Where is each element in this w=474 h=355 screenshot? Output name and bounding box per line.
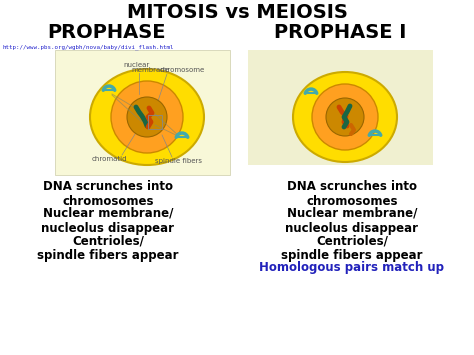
Text: spindle fibers: spindle fibers <box>155 158 202 164</box>
Text: PROPHASE: PROPHASE <box>48 23 166 42</box>
Text: Centrioles/
spindle fibers appear: Centrioles/ spindle fibers appear <box>281 234 423 262</box>
FancyBboxPatch shape <box>248 50 433 165</box>
Circle shape <box>312 84 378 150</box>
Text: PROPHASE I: PROPHASE I <box>274 23 406 42</box>
Text: Centrioles/
spindle fibers appear: Centrioles/ spindle fibers appear <box>37 234 179 262</box>
Text: membrane: membrane <box>131 67 169 73</box>
Text: Nuclear membrane/
nucleolus disappear: Nuclear membrane/ nucleolus disappear <box>42 207 174 235</box>
Text: DNA scrunches into
chromosomes: DNA scrunches into chromosomes <box>287 180 417 208</box>
Ellipse shape <box>90 69 204 165</box>
Circle shape <box>111 81 183 153</box>
Text: chromosome: chromosome <box>159 67 205 73</box>
Circle shape <box>326 98 364 136</box>
Text: Nuclear membrane/
nucleolus disappear: Nuclear membrane/ nucleolus disappear <box>285 207 419 235</box>
Circle shape <box>127 97 167 137</box>
Text: chromatid: chromatid <box>91 156 127 162</box>
Ellipse shape <box>293 72 397 162</box>
Text: MITOSIS vs MEIOSIS: MITOSIS vs MEIOSIS <box>127 3 347 22</box>
Text: http://www.pbs.org/wgbh/nova/baby/divi_flash.html: http://www.pbs.org/wgbh/nova/baby/divi_f… <box>3 44 174 50</box>
Text: nuclear: nuclear <box>124 62 150 68</box>
FancyBboxPatch shape <box>55 50 230 175</box>
Text: Homologous pairs match up: Homologous pairs match up <box>259 261 445 274</box>
Text: DNA scrunches into
chromosomes: DNA scrunches into chromosomes <box>43 180 173 208</box>
